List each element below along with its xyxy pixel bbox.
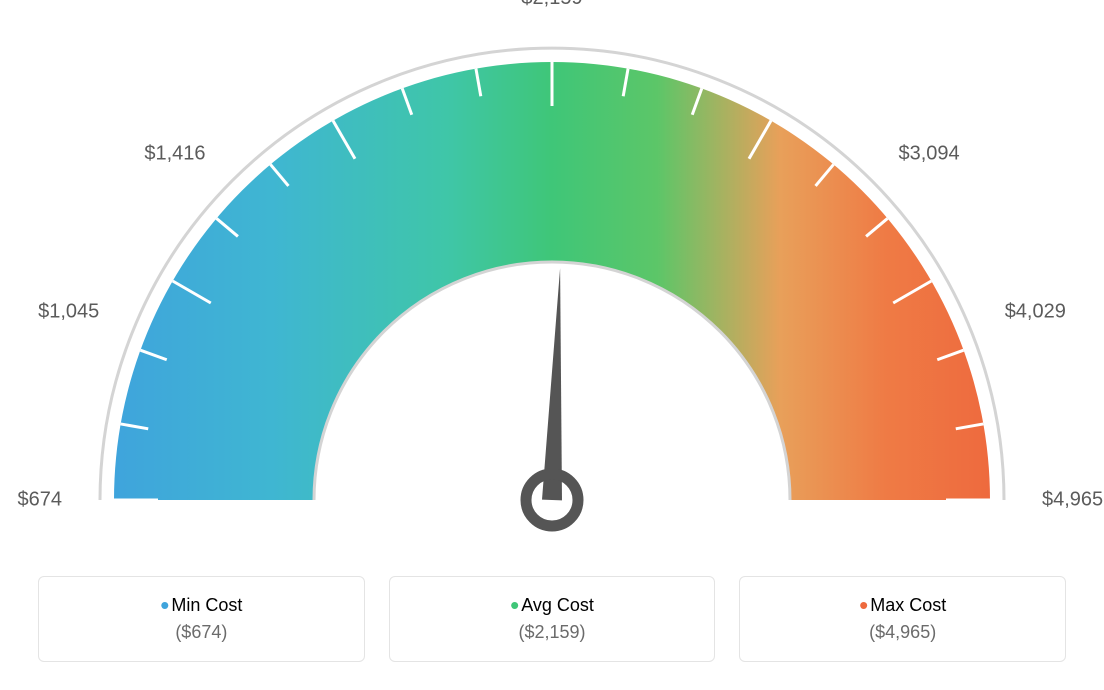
gauge-tick-label: $1,045 <box>38 301 99 324</box>
legend-title-avg: • Avg Cost <box>510 595 594 616</box>
legend-title-min: • Min Cost <box>160 595 242 616</box>
legend-card-max: • Max Cost ($4,965) <box>739 576 1066 662</box>
gauge-tick-label: $1,416 <box>144 142 205 165</box>
legend-card-min: • Min Cost ($674) <box>38 576 365 662</box>
gauge-tick-label: $3,094 <box>898 142 959 165</box>
legend-row: • Min Cost ($674) • Avg Cost ($2,159) • … <box>38 576 1066 662</box>
cost-gauge-widget: • Min Cost ($674) • Avg Cost ($2,159) • … <box>0 0 1104 690</box>
gauge-chart <box>0 0 1104 560</box>
gauge-svg <box>0 0 1104 560</box>
bullet-icon: • <box>160 596 169 614</box>
gauge-tick-label: $4,965 <box>1042 489 1103 512</box>
bullet-icon: • <box>510 596 519 614</box>
legend-value-avg: ($2,159) <box>518 622 585 643</box>
legend-title-max: • Max Cost <box>859 595 946 616</box>
legend-value-max: ($4,965) <box>869 622 936 643</box>
legend-label: Max Cost <box>870 595 946 616</box>
gauge-tick-label: $674 <box>18 489 63 512</box>
bullet-icon: • <box>859 596 868 614</box>
legend-label: Min Cost <box>171 595 242 616</box>
legend-label: Avg Cost <box>521 595 594 616</box>
legend-value-min: ($674) <box>175 622 227 643</box>
gauge-tick-label: $2,159 <box>521 0 582 10</box>
gauge-tick-label: $4,029 <box>1005 301 1066 324</box>
legend-card-avg: • Avg Cost ($2,159) <box>389 576 716 662</box>
